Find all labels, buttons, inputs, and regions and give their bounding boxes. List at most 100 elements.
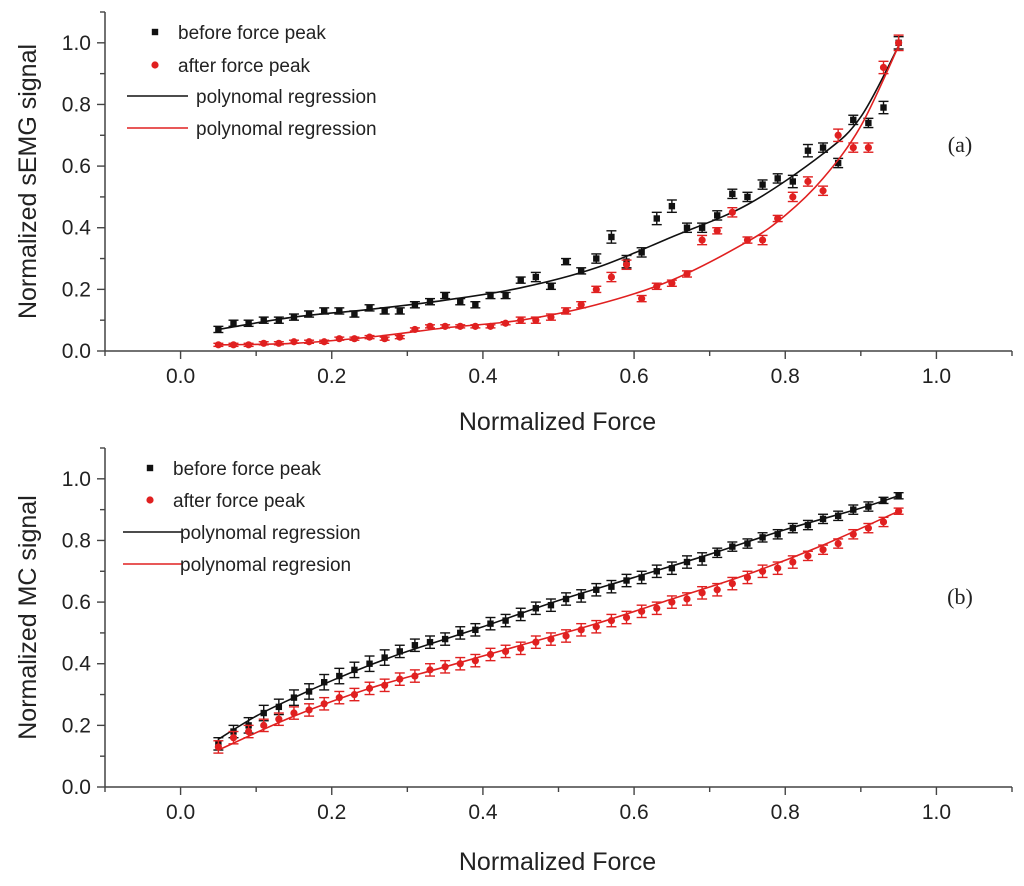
data-point: [471, 657, 479, 665]
x-axis-title: Normalized Force: [459, 848, 656, 876]
data-point: [260, 709, 267, 717]
data-point: [320, 679, 328, 686]
y-tick-label: 0.8: [62, 93, 91, 116]
x-tick-label: 0.4: [468, 801, 498, 824]
data-point: [275, 703, 283, 711]
data-point: [381, 307, 388, 315]
data-point: [880, 104, 887, 111]
data-point: [502, 292, 509, 299]
data-point: [850, 116, 857, 124]
data-point: [577, 626, 585, 634]
legend-label: before force peak: [178, 23, 326, 44]
data-point: [275, 715, 283, 723]
data-point: [744, 193, 751, 201]
data-point: [305, 688, 313, 695]
data-point: [759, 181, 766, 188]
data-point: [426, 638, 434, 646]
data-point: [426, 298, 434, 305]
y-tick-label: 0.6: [62, 155, 91, 178]
data-point: [260, 316, 267, 324]
data-point: [532, 273, 540, 281]
data-point: [713, 586, 721, 594]
data-point: [487, 292, 494, 299]
legend-label: polynomal regression: [196, 119, 377, 140]
data-point: [441, 663, 449, 671]
data-point: [215, 326, 222, 333]
data-point: [365, 684, 374, 692]
data-point: [865, 119, 872, 127]
x-tick-label: 0.8: [771, 365, 800, 388]
legend-label: polynomal regression: [180, 523, 361, 544]
data-point: [396, 648, 403, 655]
data-point: [729, 190, 736, 198]
data-point: [245, 320, 252, 327]
data-point: [350, 690, 359, 699]
data-point: [743, 573, 752, 582]
data-point: [850, 506, 857, 513]
data-point: [441, 292, 449, 299]
data-point: [759, 534, 766, 541]
data-point: [366, 660, 373, 667]
legend-label: polynomal regresion: [180, 555, 351, 576]
x-tick-label: 0.6: [619, 365, 648, 388]
data-point: [487, 620, 494, 627]
data-point: [879, 63, 888, 72]
legend-marker: [146, 496, 154, 504]
data-point: [834, 131, 842, 139]
y-tick-label: 0.6: [62, 591, 91, 614]
data-point: [456, 322, 464, 330]
data-point: [819, 546, 827, 554]
data-point: [804, 552, 812, 560]
data-point: [245, 341, 253, 349]
y-tick-label: 0.0: [62, 776, 91, 799]
data-point: [864, 144, 872, 152]
data-point: [607, 616, 616, 625]
data-point: [562, 632, 570, 640]
data-point: [834, 539, 842, 548]
data-point: [849, 530, 857, 538]
y-tick-label: 1.0: [62, 468, 91, 491]
data-point: [895, 507, 903, 515]
data-point: [517, 276, 524, 284]
data-point: [729, 543, 736, 550]
data-point: [486, 322, 495, 330]
data-point: [879, 518, 888, 526]
data-point: [547, 601, 555, 609]
x-tick-label: 0.8: [771, 801, 800, 824]
data-point: [517, 611, 524, 618]
data-point: [517, 644, 525, 652]
data-point: [638, 249, 645, 256]
data-point: [305, 310, 313, 318]
data-point: [577, 267, 585, 275]
data-point: [381, 335, 389, 343]
data-point: [547, 635, 555, 643]
data-point: [577, 301, 585, 309]
legend: before force peak after force peak polynom…: [123, 459, 361, 576]
data-point: [592, 285, 600, 293]
data-point: [396, 675, 404, 683]
data-point: [743, 236, 752, 244]
x-tick-label: 0.0: [166, 365, 195, 388]
data-point: [758, 567, 767, 575]
data-point: [819, 187, 827, 195]
data-point: [819, 144, 827, 151]
data-point: [834, 512, 842, 519]
data-point: [774, 214, 782, 223]
data-point: [774, 531, 781, 538]
data-point: [638, 295, 646, 303]
data-point: [714, 212, 721, 219]
data-point: [789, 178, 797, 185]
data-point: [472, 301, 479, 308]
data-point: [441, 322, 449, 330]
x-tick-label: 0.0: [166, 801, 195, 824]
data-point: [698, 589, 706, 597]
data-point: [789, 193, 797, 201]
data-point: [593, 255, 600, 262]
data-point: [365, 333, 374, 341]
data-point: [728, 580, 736, 588]
data-point: [895, 492, 902, 499]
data-point: [653, 282, 661, 290]
data-point: [774, 175, 781, 182]
data-point: [774, 564, 782, 572]
data-point: [214, 341, 222, 349]
